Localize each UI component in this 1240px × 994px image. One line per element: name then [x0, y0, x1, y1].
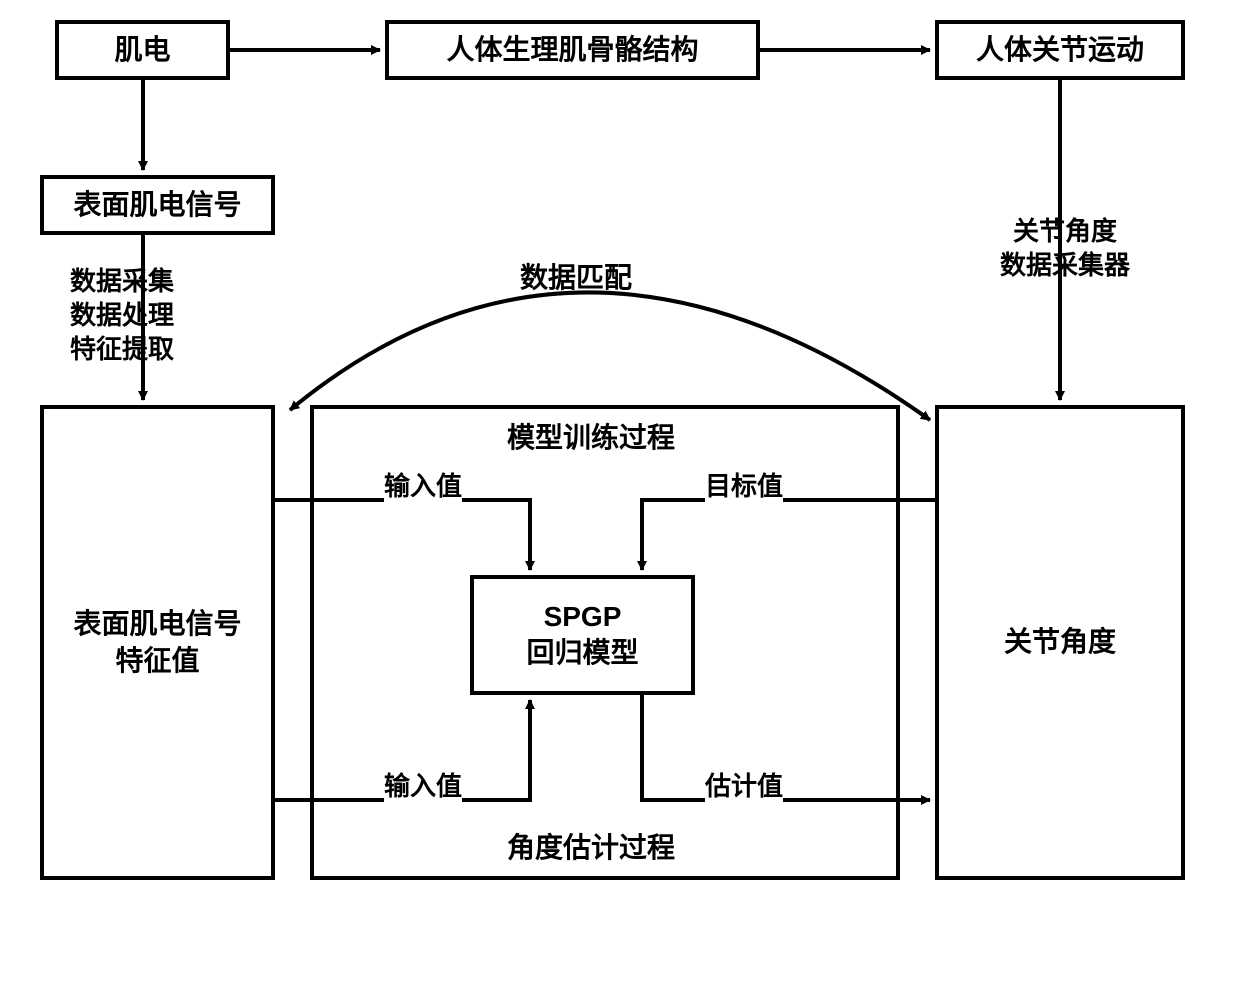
node-spgp: SPGP 回归模型: [470, 575, 695, 695]
node-musculoskeletal: 人体生理肌骨骼结构: [385, 20, 760, 80]
label-data-match: 数据匹配: [520, 260, 632, 296]
node-semg-features-label: 表面肌电信号 特征值: [73, 606, 241, 679]
node-emg: 肌电: [55, 20, 230, 80]
node-spgp-label: SPGP 回归模型: [526, 599, 638, 672]
node-musculoskeletal-label: 人体生理肌骨骼结构: [446, 32, 698, 68]
node-semg-features: 表面肌电信号 特征值: [40, 405, 275, 880]
node-joint-angle: 关节角度: [935, 405, 1185, 880]
label-left-process: 数据采集 数据处理 特征提取: [70, 265, 174, 366]
label-est-process: 角度估计过程: [507, 830, 675, 866]
label-target: 目标值: [705, 470, 783, 504]
node-joint-angle-label: 关节角度: [1004, 624, 1116, 660]
node-semg-signal-label: 表面肌电信号: [73, 187, 241, 223]
node-joint-motion-label: 人体关节运动: [976, 32, 1144, 68]
label-input1: 输入值: [384, 470, 462, 504]
label-right-collector: 关节角度 数据采集器: [1000, 215, 1130, 283]
label-input2: 输入值: [384, 770, 462, 804]
label-train-process: 模型训练过程: [507, 420, 675, 456]
label-estval: 估计值: [705, 770, 783, 804]
node-semg-signal: 表面肌电信号: [40, 175, 275, 235]
node-emg-label: 肌电: [114, 32, 170, 68]
node-joint-motion: 人体关节运动: [935, 20, 1185, 80]
